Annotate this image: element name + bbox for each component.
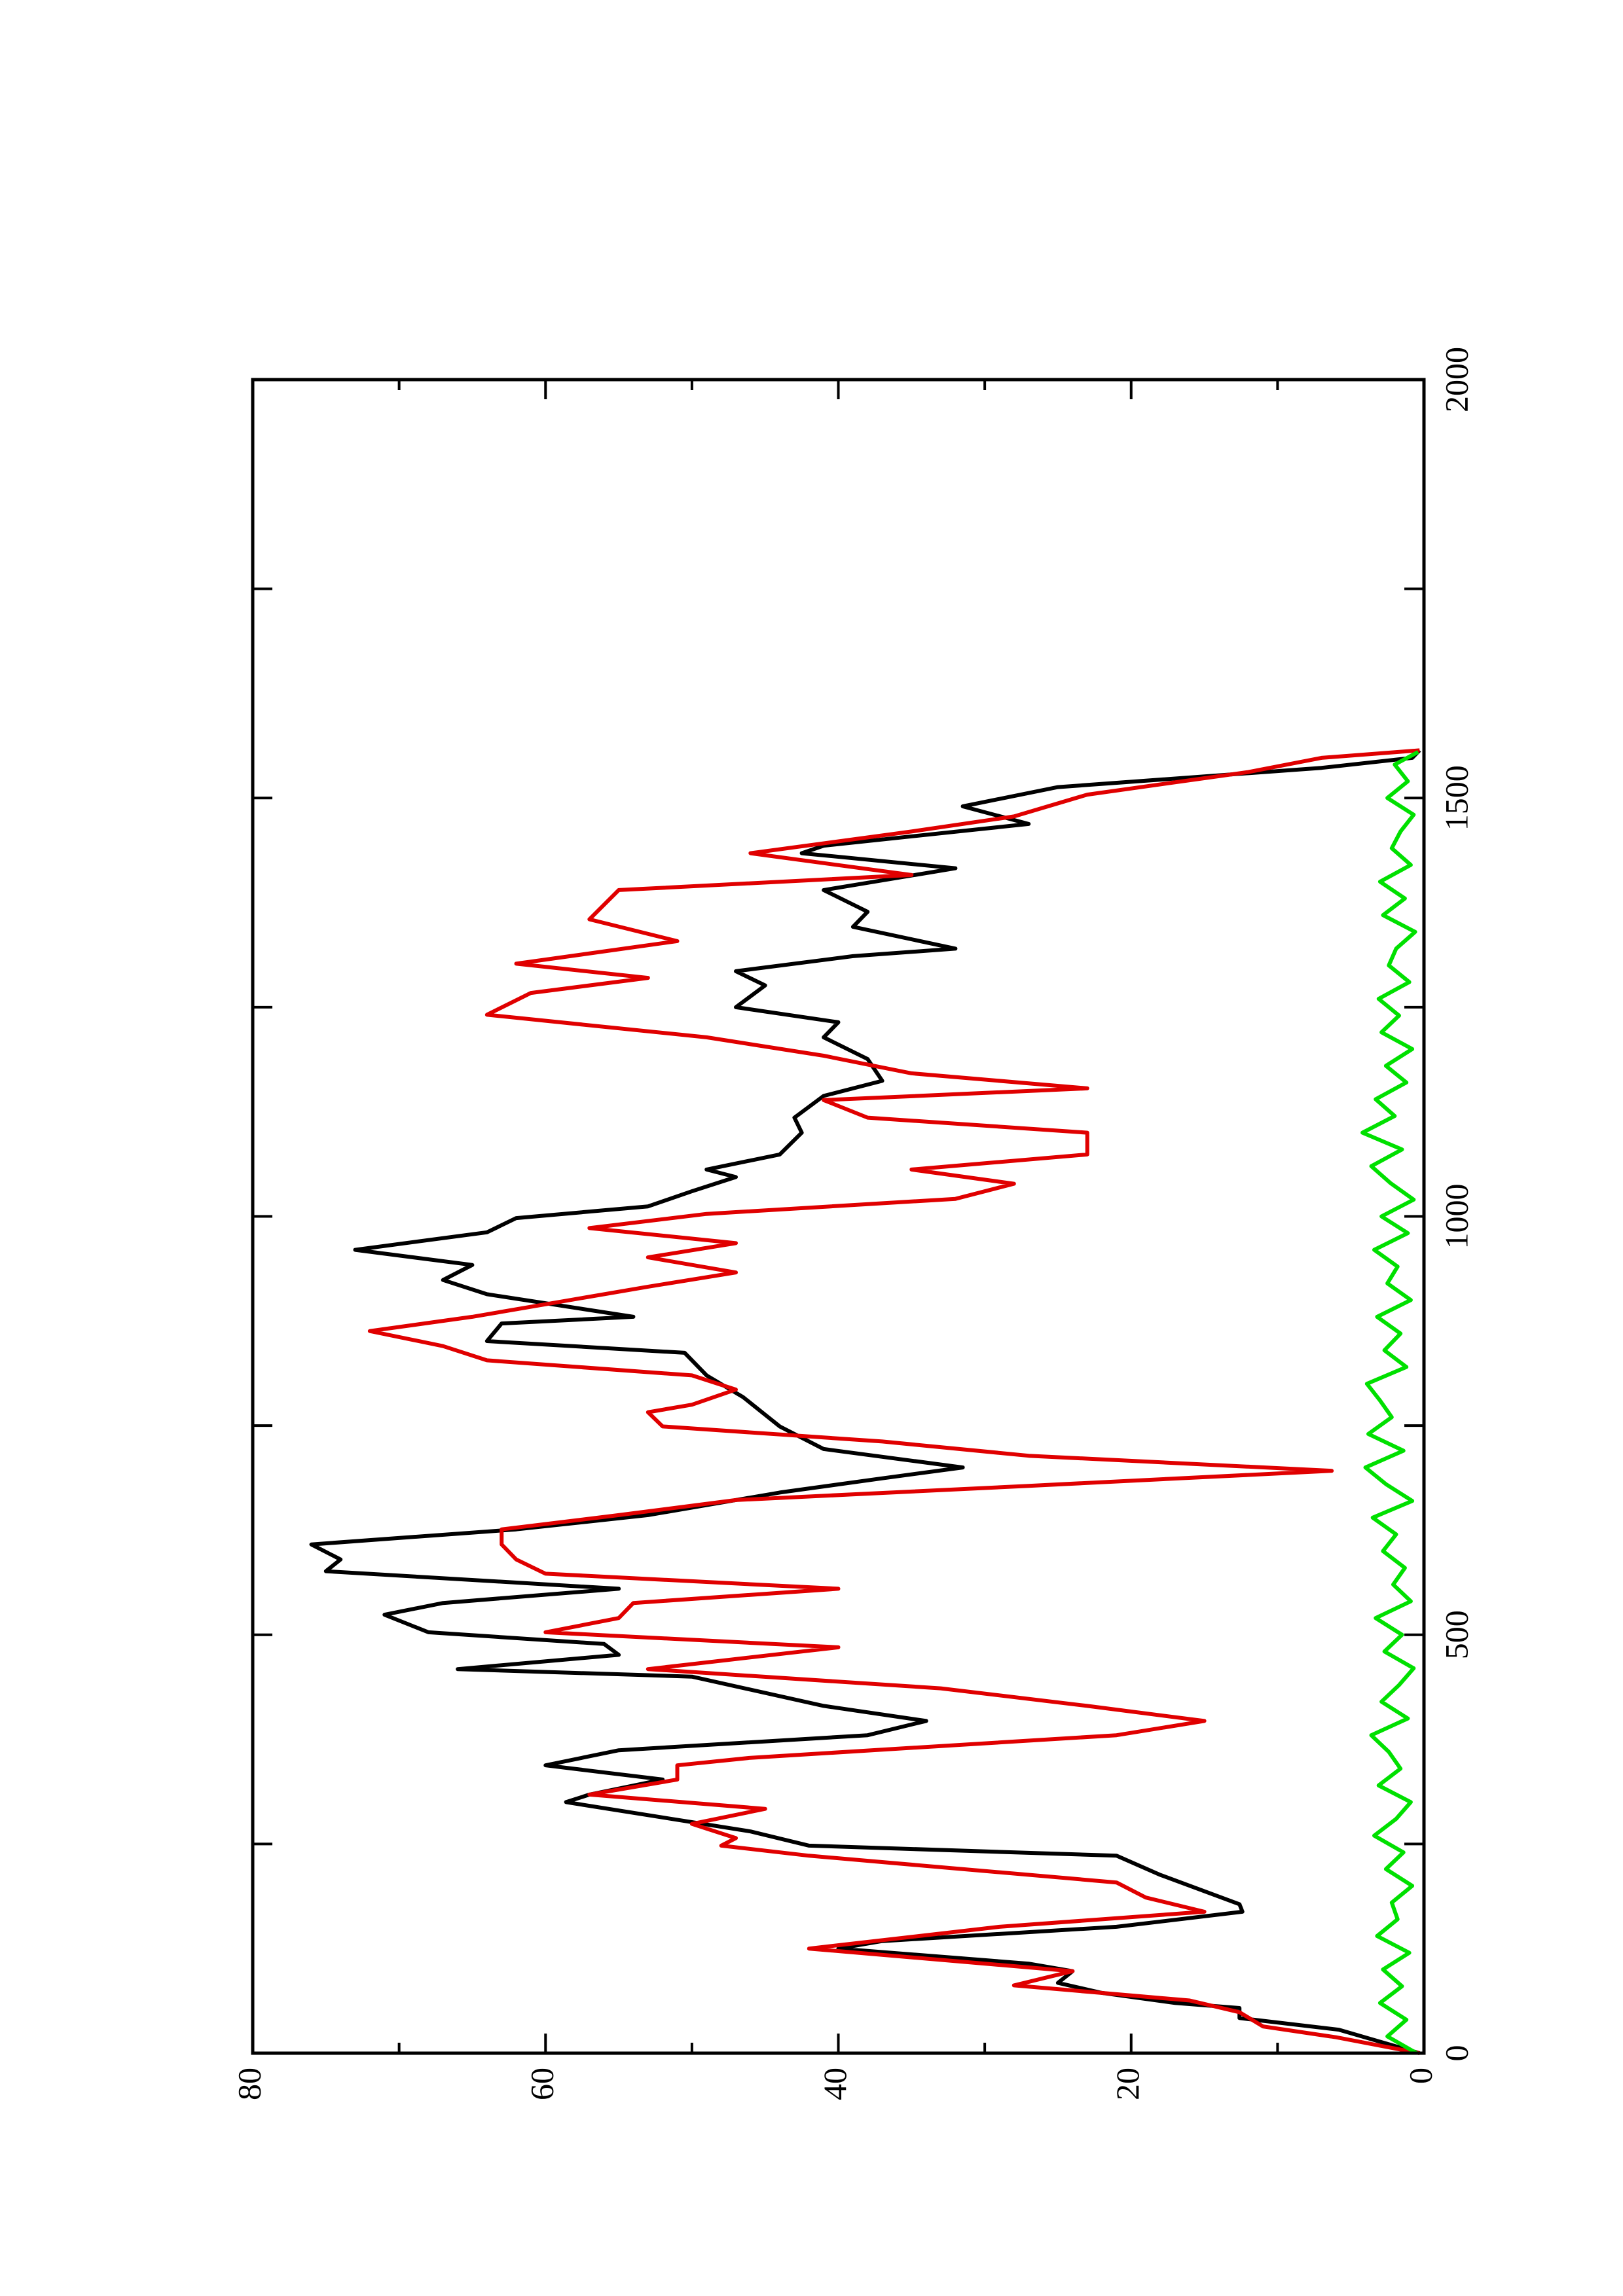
y-tick-label: 20: [1109, 2068, 1146, 2100]
y-tick-label: 40: [816, 2068, 853, 2100]
y-tick-label: 80: [230, 2068, 267, 2100]
series-line: [1360, 750, 1419, 2055]
x-tick-label: 500: [1438, 1610, 1474, 1659]
y-tick-label: 60: [524, 2068, 560, 2100]
y-tick-label: 0: [1402, 2068, 1438, 2084]
x-tick-label: 0: [1438, 2045, 1474, 2062]
x-tick-label: 2000: [1438, 347, 1474, 412]
series-line: [367, 748, 1420, 2055]
x-tick-label: 1000: [1438, 1184, 1474, 1249]
series-line: [309, 749, 1421, 2055]
plot-area: 0 500 1000 1500 2000 0 20 40 60 80: [230, 347, 1474, 2100]
x-tick-label: 1500: [1438, 765, 1474, 831]
